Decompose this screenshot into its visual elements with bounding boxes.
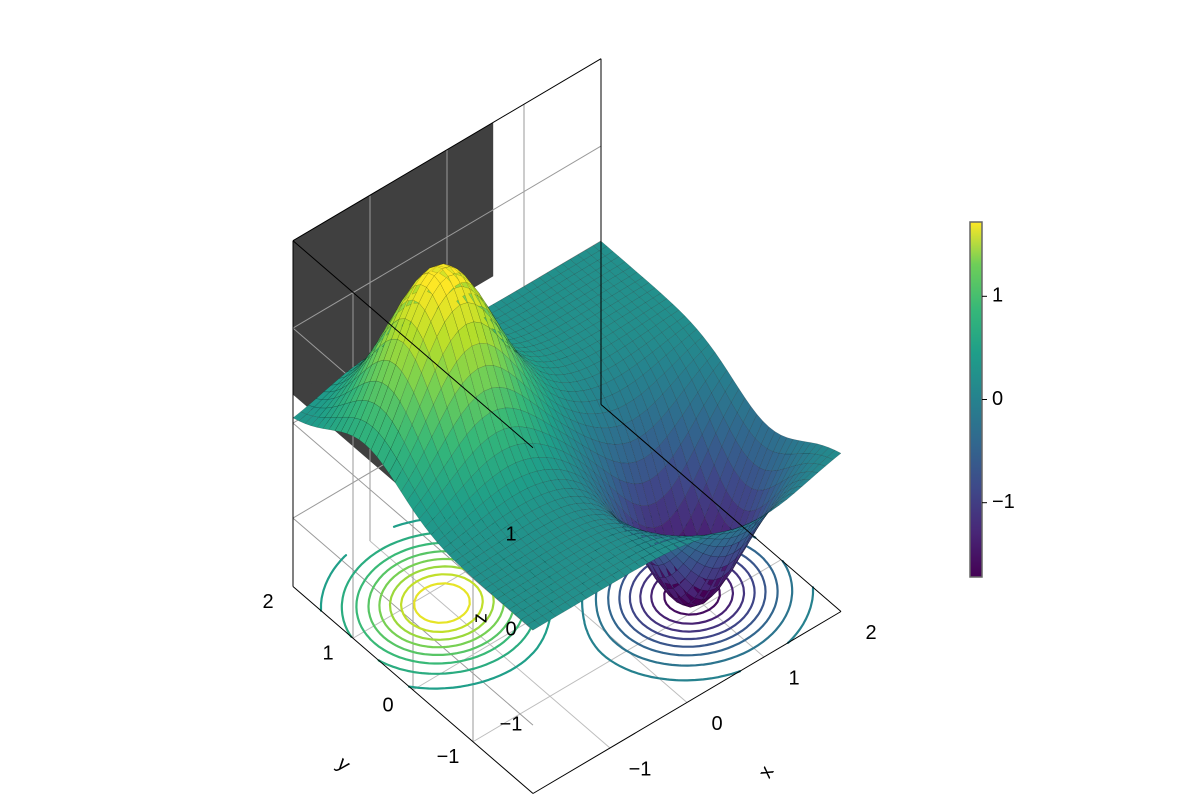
y-tick-label: 0 xyxy=(382,694,393,716)
z-tick-label: −1 xyxy=(500,713,523,735)
x-tick-label: −1 xyxy=(629,758,652,780)
x-tick-label: 1 xyxy=(788,667,799,689)
colorbar-gradient xyxy=(969,221,983,578)
surface-cell xyxy=(826,449,842,460)
colorbar-tick-label: −1 xyxy=(992,491,1015,513)
x-tick-label: 0 xyxy=(711,713,722,735)
x-axis-line xyxy=(532,611,842,794)
colorbar-tick-label: 0 xyxy=(992,388,1003,410)
colorbar: −1 0 1 xyxy=(969,221,1015,578)
wall-shade-right xyxy=(293,122,494,395)
x-tick-label: 2 xyxy=(865,622,876,644)
z-tick-label: 1 xyxy=(505,523,516,545)
y-axis-line xyxy=(292,586,534,794)
z-tick-label: 0 xyxy=(505,618,516,640)
frame-right-bottom xyxy=(600,404,842,612)
frame-top-right xyxy=(292,58,602,242)
grid-line-z-right xyxy=(292,145,602,329)
y-tick-label: 2 xyxy=(262,591,273,613)
contour-line xyxy=(400,573,484,633)
contour-line xyxy=(413,582,471,624)
colorbar-tick-label: 1 xyxy=(992,285,1003,307)
axis-frame xyxy=(292,58,842,794)
y-tick-label: 1 xyxy=(322,643,333,665)
frame-top-left xyxy=(292,240,534,449)
y-tick-label: −1 xyxy=(437,746,460,768)
x-axis-title: x xyxy=(754,762,778,782)
z-axis-title: z xyxy=(469,613,491,623)
y-axis-title: y xyxy=(333,753,355,776)
surface-mesh xyxy=(292,240,842,631)
grid-line-z-left xyxy=(292,517,534,726)
